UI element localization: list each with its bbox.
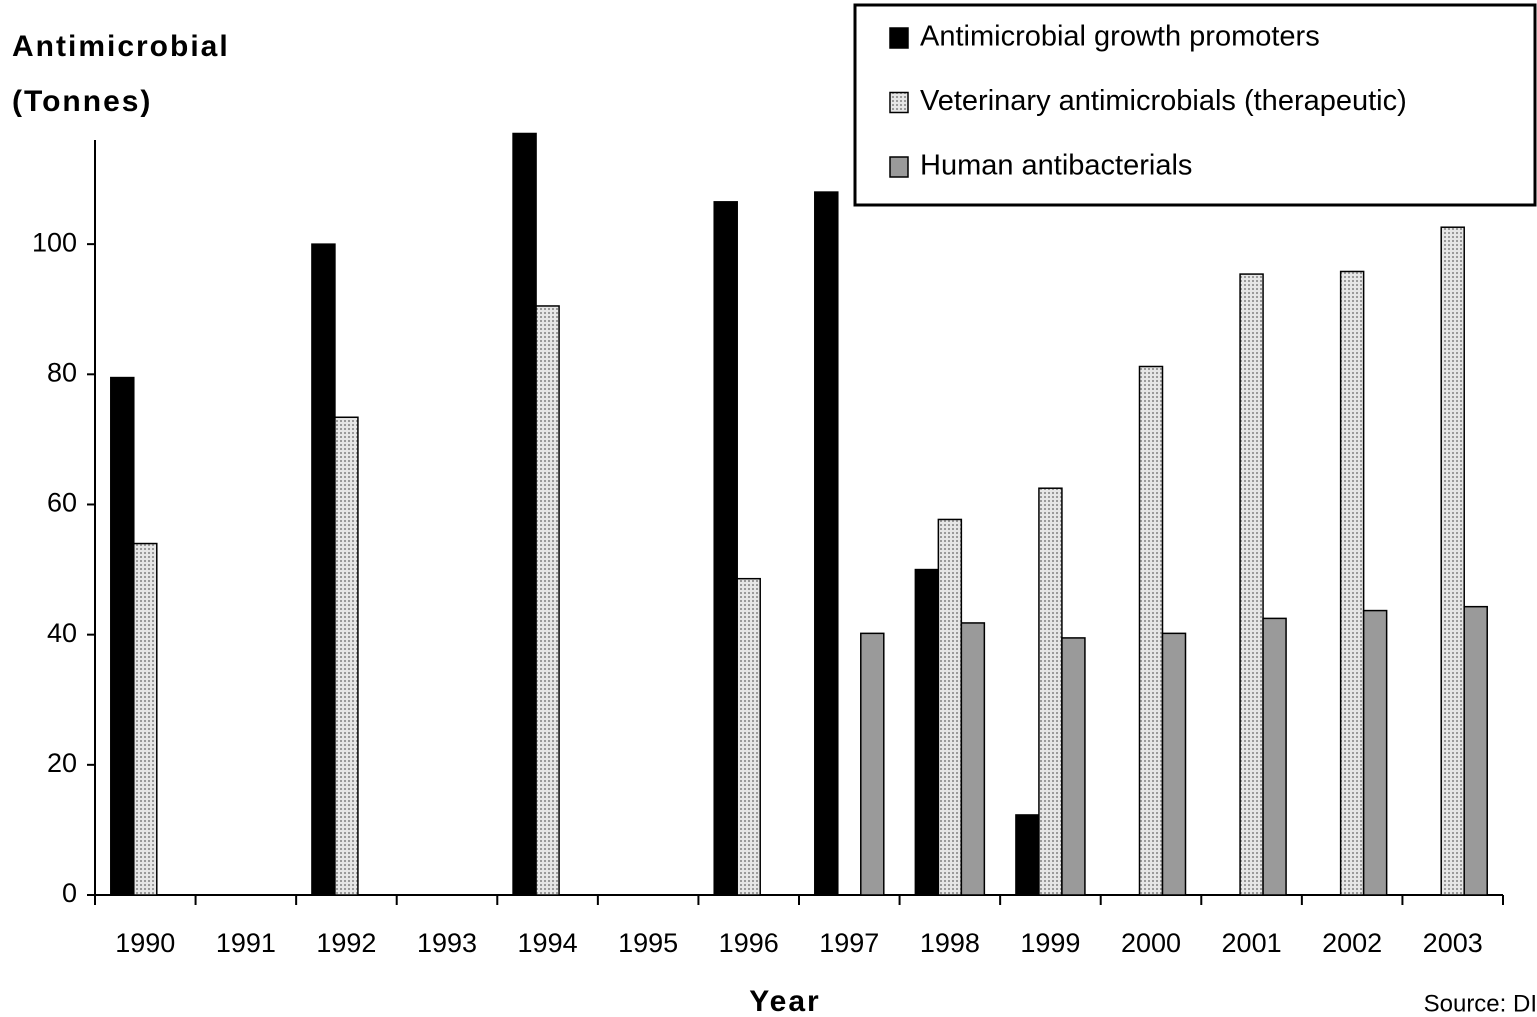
x-tick-label: 2001 bbox=[1222, 928, 1282, 958]
x-tick-label: 1990 bbox=[115, 928, 175, 958]
bar bbox=[1015, 814, 1040, 896]
bar bbox=[1262, 617, 1287, 896]
bar bbox=[1138, 365, 1164, 896]
bar bbox=[334, 416, 359, 896]
legend-swatch bbox=[889, 91, 909, 114]
bar bbox=[110, 376, 135, 896]
source: Source: DI bbox=[1424, 990, 1537, 1017]
bar bbox=[1440, 226, 1465, 896]
y-tick-label: 100 bbox=[32, 227, 77, 257]
legend-label: Human antibacterials bbox=[920, 150, 1192, 182]
x-tick-label: 1994 bbox=[518, 928, 578, 958]
legend-box bbox=[853, 3, 1537, 207]
bar bbox=[1161, 632, 1187, 896]
bar bbox=[1038, 487, 1063, 896]
x-tick-label: 1991 bbox=[216, 928, 276, 958]
bar bbox=[311, 243, 336, 896]
x-tick-label: 2002 bbox=[1322, 928, 1382, 958]
y-axis-label: (Tonnes) bbox=[12, 85, 152, 118]
bar bbox=[914, 568, 940, 896]
bar bbox=[1239, 273, 1264, 896]
bar bbox=[1339, 270, 1365, 896]
bar bbox=[133, 542, 158, 896]
bar bbox=[1463, 605, 1488, 896]
bar bbox=[937, 518, 963, 896]
x-tick-label: 1998 bbox=[920, 928, 980, 958]
bar bbox=[512, 132, 537, 896]
x-tick-label: 2000 bbox=[1121, 928, 1181, 958]
x-tick-label: 1996 bbox=[719, 928, 779, 958]
bar bbox=[1061, 637, 1086, 896]
legend-label: Veterinary antimicrobials (therapeutic) bbox=[920, 85, 1407, 117]
x-tick-label: 1992 bbox=[316, 928, 376, 958]
bar bbox=[814, 191, 839, 896]
y-tick-label: 60 bbox=[47, 488, 77, 518]
x-axis-label: Year bbox=[749, 985, 820, 1017]
bar bbox=[860, 632, 885, 896]
bar bbox=[960, 622, 986, 896]
x-tick-label: 2003 bbox=[1423, 928, 1483, 958]
y-tick-label: 20 bbox=[47, 748, 77, 778]
y-tick-label: 40 bbox=[47, 618, 77, 648]
x-tick-label: 1993 bbox=[417, 928, 477, 958]
x-tick-label: 1995 bbox=[618, 928, 678, 958]
y-tick-label: 0 bbox=[62, 878, 77, 908]
bar bbox=[1362, 609, 1388, 896]
y-tick-label: 80 bbox=[47, 357, 77, 387]
y-axis-label: Antimicrobial bbox=[12, 30, 230, 63]
bar bbox=[713, 201, 738, 896]
legend-swatch bbox=[889, 156, 909, 178]
bar bbox=[736, 577, 761, 896]
x-tick-label: 1997 bbox=[819, 928, 879, 958]
legend-swatch bbox=[889, 27, 909, 49]
bar bbox=[535, 305, 560, 896]
x-tick-label: 1999 bbox=[1020, 928, 1080, 958]
legend-label: Antimicrobial growth promoters bbox=[920, 21, 1320, 53]
